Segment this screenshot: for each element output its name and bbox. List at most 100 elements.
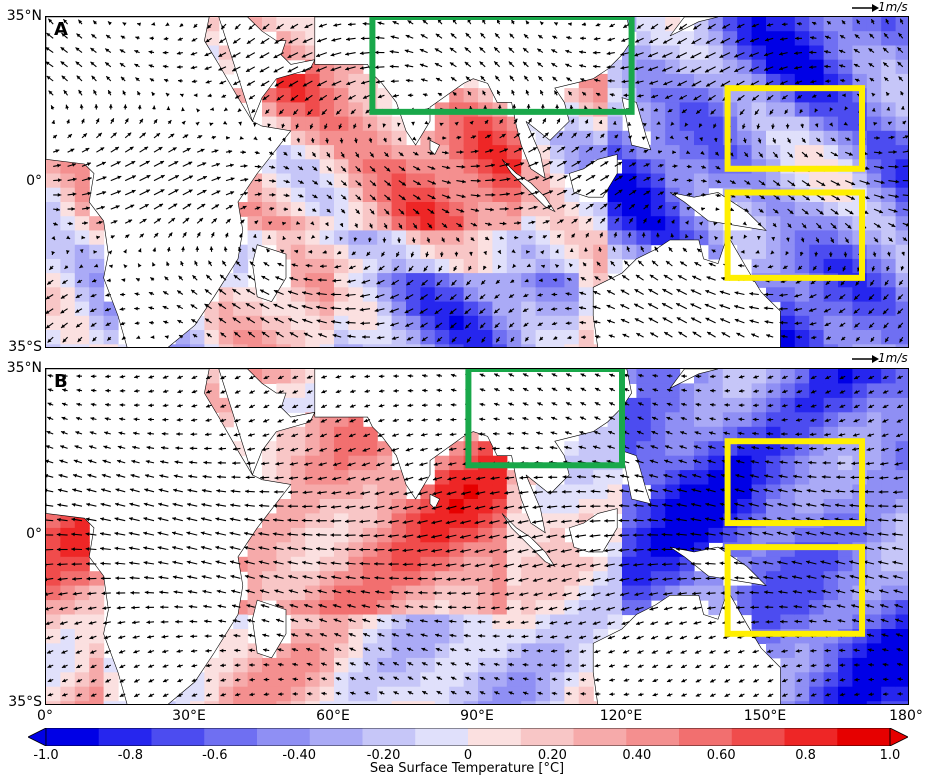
wind-arrow <box>60 322 68 329</box>
sst-cell <box>636 542 652 558</box>
sst-cell <box>478 556 493 572</box>
sst-cell <box>334 701 349 704</box>
sst-cell <box>636 73 652 89</box>
sst-cell <box>622 230 637 246</box>
sst-cell <box>564 571 580 587</box>
wind-arrow <box>389 293 400 299</box>
wind-arrow <box>465 676 472 681</box>
sst-cell <box>794 383 810 399</box>
wind-arrow <box>536 416 543 421</box>
wind-arrow <box>441 136 447 140</box>
wind-arrow <box>897 61 904 68</box>
sst-cell <box>218 301 234 317</box>
wind-arrow <box>580 36 587 41</box>
wind-arrow <box>165 22 170 27</box>
sst-cell <box>794 614 810 630</box>
sst-cell <box>204 330 220 345</box>
wind-arrow <box>828 251 833 257</box>
wind-arrow <box>528 132 535 139</box>
sst-cell <box>794 17 810 32</box>
wind-arrow <box>649 459 659 464</box>
wind-arrow <box>553 336 558 340</box>
wind-arrow <box>677 274 688 281</box>
sst-cell <box>708 31 724 46</box>
wind-arrow <box>282 221 287 226</box>
sst-cell <box>593 585 609 601</box>
wind-arrow <box>99 532 111 536</box>
sst-cell <box>895 216 908 231</box>
wind-arrow <box>594 387 601 392</box>
wind-arrow <box>678 459 687 464</box>
wind-arrow <box>203 619 212 624</box>
sst-cell <box>895 73 908 89</box>
wind-arrow <box>464 648 471 652</box>
sst-cell <box>420 513 436 529</box>
wind-arrow <box>361 462 371 467</box>
wind-arrow <box>427 151 434 155</box>
wind-arrow <box>474 520 486 525</box>
sst-cell <box>377 686 393 702</box>
wind-arrow <box>868 322 875 329</box>
wind-arrow <box>576 489 587 494</box>
wind-arrow <box>781 693 788 697</box>
wind-arrow <box>153 118 158 125</box>
wind-arrow <box>560 519 572 524</box>
wind-arrow <box>75 322 83 328</box>
wind-arrow <box>653 108 659 112</box>
wind-arrow <box>781 403 788 408</box>
wind-arrow <box>152 105 156 110</box>
wind-arrow <box>609 23 616 28</box>
wind-arrow <box>499 177 511 182</box>
sst-cell <box>46 556 61 572</box>
wind-arrow <box>219 648 226 653</box>
wind-arrow <box>182 231 187 238</box>
wind-arrow <box>796 375 803 380</box>
wind-arrow <box>427 194 436 200</box>
wind-arrow <box>232 288 241 295</box>
sst-cell <box>233 686 249 702</box>
wind-arrow <box>90 322 97 328</box>
wind-arrow <box>148 403 155 408</box>
wind-arrow <box>104 431 111 435</box>
sst-cell <box>391 614 407 630</box>
wind-arrow <box>554 263 560 269</box>
wind-arrow <box>772 151 779 158</box>
sst-cell <box>463 585 479 601</box>
wind-arrow <box>850 589 860 594</box>
wind-arrow <box>76 678 83 683</box>
wind-arrow <box>360 36 371 41</box>
wind-arrow <box>332 333 342 338</box>
wind-arrow <box>119 678 126 683</box>
wind-arrow <box>493 662 500 667</box>
wind-arrow <box>407 661 414 666</box>
wind-arrow <box>793 460 803 465</box>
sst-cell <box>334 301 349 317</box>
wind-arrow <box>679 261 688 267</box>
sst-cell <box>276 657 292 673</box>
wind-arrow <box>274 476 284 480</box>
colorbar-tick-label: 0.60 <box>706 748 736 763</box>
sst-cell <box>722 73 738 89</box>
wind-arrow <box>872 251 877 257</box>
sst-cell <box>290 513 306 529</box>
wind-arrow <box>489 505 500 510</box>
wind-arrow <box>665 635 673 640</box>
sst-cell <box>607 585 623 601</box>
wind-arrow <box>695 388 702 393</box>
sst-cell <box>881 59 897 75</box>
wind-arrow <box>137 104 142 110</box>
sst-cell <box>550 701 565 704</box>
wind-arrow <box>272 518 284 522</box>
wind-arrow <box>839 677 846 682</box>
wind-arrow <box>897 308 904 315</box>
sst-cell <box>708 585 724 601</box>
wind-arrow <box>594 373 601 378</box>
wind-arrow <box>787 151 794 158</box>
sst-cell <box>823 686 839 702</box>
sst-cell <box>578 701 594 704</box>
wind-arrow <box>647 547 659 552</box>
wind-arrow <box>665 650 673 654</box>
wind-arrow <box>661 66 673 72</box>
sst-cell <box>406 499 421 514</box>
wind-arrow <box>278 692 284 696</box>
